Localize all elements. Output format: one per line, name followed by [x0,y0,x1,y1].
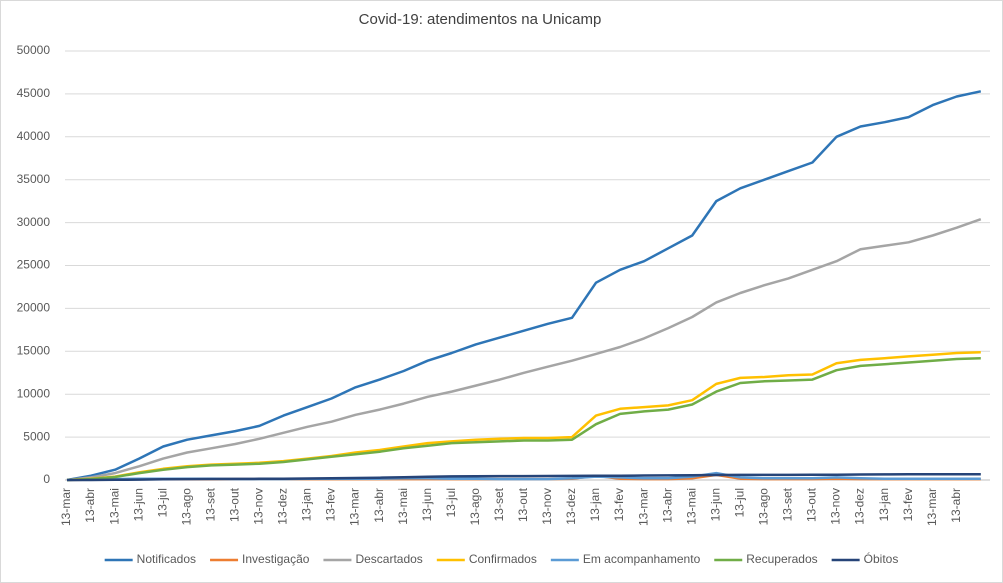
x-tick-label: 13-set [203,487,217,521]
x-tick-label: 13-set [492,487,506,521]
x-tick-label: 13-mar [925,488,939,526]
legend-label: Óbitos [864,551,899,566]
y-tick-label: 10000 [17,386,51,400]
x-tick-label: 13-out [516,487,530,522]
y-tick-label: 25000 [17,258,51,272]
x-tick-label: 13-jun [131,488,145,521]
x-tick-label: 13-jan [300,488,314,521]
x-tick-label: 13-fev [324,488,338,521]
x-tick-label: 13-nov [540,488,554,525]
x-tick-label: 13-jan [588,488,602,521]
x-tick-label: 13-mar [348,488,362,526]
y-tick-label: 15000 [17,343,51,357]
x-tick-label: 13-mai [684,488,698,525]
legend-label: Investigação [242,552,310,566]
x-tick-label: 13-dez [853,488,867,525]
legend-label: Em acompanhamento [583,552,701,566]
x-tick-label: 13-jun [420,488,434,521]
x-tick-label: 13-dez [276,488,290,525]
y-tick-label: 0 [43,472,50,486]
x-tick-label: 13-ago [468,488,482,526]
x-tick-label: 13-abr [83,488,97,523]
y-tick-label: 30000 [17,215,51,229]
x-tick-label: 13-mai [107,488,121,525]
x-tick-label: 13-set [781,487,795,521]
x-tick-label: 13-fev [612,488,626,521]
x-tick-label: 13-jul [155,488,169,517]
x-tick-label: 13-jul [444,488,458,517]
x-tick-label: 13-nov [829,488,843,525]
y-tick-label: 35000 [17,172,51,186]
y-tick-label: 45000 [17,86,51,100]
x-tick-label: 13-abr [660,488,674,523]
x-tick-label: 13-out [227,487,241,522]
y-tick-label: 5000 [23,429,50,443]
x-tick-label: 13-ago [179,488,193,526]
x-tick-label: 13-dez [564,488,578,525]
x-tick-label: 13-ago [757,488,771,526]
x-tick-label: 13-jun [708,488,722,521]
x-tick-label: 13-mai [396,488,410,525]
x-tick-label: 13-fev [901,488,915,521]
x-tick-label: 13-jan [877,488,891,521]
x-tick-label: 13-mar [636,488,650,526]
x-tick-label: 13-abr [949,488,963,523]
legend: Notificados Investigação Descartados Confir… [104,551,899,566]
y-tick-label: 20000 [17,301,51,315]
y-tick-label: 40000 [17,129,51,143]
x-tick-label: 13-abr [372,488,386,523]
x-tick-label: 13-mar [59,488,73,526]
x-tick-label: 13-jul [732,488,746,517]
legend-label: Confirmados [469,552,537,566]
series-line [67,472,981,482]
series-line [66,356,981,482]
legend-label: Descartados [355,552,422,566]
legend-label: Recuperados [746,552,817,566]
chart-title: Covid-19: atendimentos na Unicamp [359,11,602,28]
series-line [66,90,982,482]
legend-label: Notificados [137,552,196,566]
x-tick-label: 13-out [805,487,819,522]
series-line [66,218,982,482]
x-tick-label: 13-nov [252,488,266,525]
y-tick-label: 50000 [17,43,51,57]
